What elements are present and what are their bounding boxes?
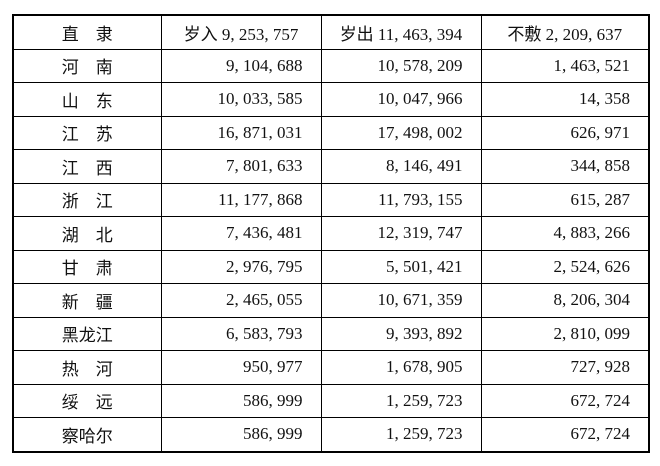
number-cell: 672, 724: [480, 383, 650, 418]
number-cell: 9, 104, 688: [160, 48, 322, 83]
number-cell: 10, 671, 359: [320, 283, 482, 318]
number-cell: 8, 146, 491: [320, 149, 482, 184]
region-cell: 直 隶: [12, 14, 162, 50]
header-row: 直 隶岁入 9, 253, 757 岁出 11, 463, 394 不敷 2, 20…: [12, 14, 650, 50]
number-cell: 5, 501, 421: [320, 249, 482, 284]
number-cell: 6, 583, 793: [160, 316, 322, 351]
number-cell: 7, 801, 633: [160, 149, 322, 184]
region-cell: 察哈尔: [12, 417, 162, 452]
number-cell: 727, 928: [480, 350, 650, 385]
number-cell: 17, 498, 002: [320, 115, 482, 150]
number-cell: 岁入 9, 253, 757: [160, 14, 322, 50]
region-cell: 绥 远: [12, 383, 162, 418]
number-cell: 2, 465, 055: [160, 283, 322, 318]
region-cell: 黑龙江: [12, 316, 162, 351]
number-cell: 1, 463, 521: [480, 48, 650, 83]
number-cell: 615, 287: [480, 182, 650, 217]
region-cell: 江 西: [12, 149, 162, 184]
table-row: 热 河 950, 977 1, 678, 905 727, 928: [12, 350, 650, 385]
number-cell: 4, 883, 266: [480, 216, 650, 251]
region-cell: 新 疆: [12, 283, 162, 318]
region-cell: 山 东: [12, 82, 162, 117]
table-row: 新 疆 2, 465, 055 10, 671, 359 8, 206, 304: [12, 283, 650, 318]
region-cell: 热 河: [12, 350, 162, 385]
table-row: 甘 肃 2, 976, 795 5, 501, 421 2, 524, 626: [12, 249, 650, 284]
number-cell: 14, 358: [480, 82, 650, 117]
number-cell: 1, 259, 723: [320, 383, 482, 418]
number-cell: 7, 436, 481: [160, 216, 322, 251]
table-row: 山 东 10, 033, 585 10, 047, 966 14, 358: [12, 82, 650, 117]
number-cell: 672, 724: [480, 417, 650, 452]
number-cell: 2, 524, 626: [480, 249, 650, 284]
number-cell: 586, 999: [160, 417, 322, 452]
number-cell: 16, 871, 031: [160, 115, 322, 150]
region-cell: 甘 肃: [12, 249, 162, 284]
number-cell: 1, 678, 905: [320, 350, 482, 385]
number-cell: 10, 033, 585: [160, 82, 322, 117]
number-cell: 2, 976, 795: [160, 249, 322, 284]
table-row: 黑龙江 6, 583, 793 9, 393, 892 2, 810, 099: [12, 316, 650, 351]
number-cell: 626, 971: [480, 115, 650, 150]
region-cell: 湖 北: [12, 216, 162, 251]
number-cell: 1, 259, 723: [320, 417, 482, 452]
table-row: 江 西 7, 801, 633 8, 146, 491 344, 858: [12, 149, 650, 184]
number-cell: 9, 393, 892: [320, 316, 482, 351]
table-row: 河 南 9, 104, 688 10, 578, 209 1, 463, 521: [12, 48, 650, 83]
table-row: 绥 远 586, 999 1, 259, 723 672, 724: [12, 383, 650, 418]
number-cell: 586, 999: [160, 383, 322, 418]
number-cell: 不敷 2, 209, 637: [480, 14, 650, 50]
table-row: 江 苏 16, 871, 031 17, 498, 002 626, 971: [12, 115, 650, 150]
number-cell: 344, 858: [480, 149, 650, 184]
number-cell: 岁出 11, 463, 394: [320, 14, 482, 50]
table-row: 察哈尔 586, 999 1, 259, 723 672, 724: [12, 417, 650, 452]
number-cell: 11, 177, 868: [160, 182, 322, 217]
number-cell: 8, 206, 304: [480, 283, 650, 318]
table-row: 湖 北 7, 436, 481 12, 319, 747 4, 883, 266: [12, 216, 650, 251]
region-cell: 浙 江: [12, 182, 162, 217]
number-cell: 12, 319, 747: [320, 216, 482, 251]
number-cell: 2, 810, 099: [480, 316, 650, 351]
region-cell: 江 苏: [12, 115, 162, 150]
region-cell: 河 南: [12, 48, 162, 83]
number-cell: 950, 977: [160, 350, 322, 385]
table-row: 浙 江 11, 177, 868 11, 793, 155 615, 287: [12, 182, 650, 217]
number-cell: 10, 047, 966: [320, 82, 482, 117]
table-body: 直 隶岁入 9, 253, 757 岁出 11, 463, 394 不敷 2, 20…: [12, 14, 650, 452]
number-cell: 10, 578, 209: [320, 48, 482, 83]
number-cell: 11, 793, 155: [320, 182, 482, 217]
revenue-table: 直 隶岁入 9, 253, 757 岁出 11, 463, 394 不敷 2, 20…: [12, 14, 650, 453]
